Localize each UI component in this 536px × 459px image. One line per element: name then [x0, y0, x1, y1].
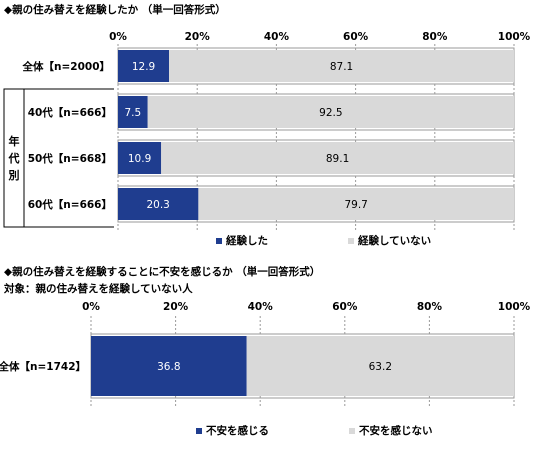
- chart2-legend-label: 不安を感じる: [206, 424, 269, 437]
- chart1-bar-secondary: [198, 188, 514, 220]
- chart1-data-label: 10.9: [128, 153, 151, 165]
- chart1-legend-label: 経験した: [226, 234, 268, 247]
- chart1-data-label: 7.5: [124, 107, 141, 119]
- chart2-legend-swatch: [196, 428, 202, 434]
- chart2-x-tick-label: 20%: [163, 301, 189, 313]
- group-bracket-box: [3, 88, 25, 228]
- chart2-data-label: 36.8: [157, 361, 180, 373]
- chart1-category-label: 全体【n=2000】: [22, 60, 111, 73]
- chart1-data-label: 92.5: [319, 107, 342, 119]
- chart2-x-tick-label: 80%: [417, 301, 443, 313]
- chart1-category-label: 60代【n=666】: [28, 198, 112, 211]
- chart1-legend-swatch: [348, 238, 354, 244]
- chart1-x-tick-label: 80%: [422, 31, 448, 43]
- chart1-x-tick-label: 20%: [185, 31, 211, 43]
- chart2-legend-swatch: [349, 428, 355, 434]
- chart1-data-label: 79.7: [344, 199, 367, 211]
- chart2-bar-secondary: [246, 336, 514, 396]
- chart1-data-label: 20.3: [146, 199, 169, 211]
- chart1-bar-primary: [118, 188, 199, 220]
- chart2-category-label: 全体【n=1742】: [0, 360, 86, 373]
- chart1-data-label: 89.1: [326, 153, 349, 165]
- chart2-x-tick-label: 60%: [332, 301, 358, 313]
- group-label-char: 代: [8, 151, 20, 165]
- chart2-data-label: 63.2: [369, 361, 392, 373]
- chart2-legend-label: 不安を感じない: [359, 424, 433, 437]
- chart2-x-tick-label: 100%: [498, 301, 531, 313]
- group-label-char: 年: [9, 134, 20, 148]
- chart1-data-label: 87.1: [330, 61, 353, 73]
- chart1-legend-label: 経験していない: [358, 234, 431, 247]
- chart2-title: ◆親の住み替えを経験することに不安を感じるか （単一回答形式）: [4, 266, 321, 278]
- chart2-x-tick-label: 0%: [82, 301, 100, 313]
- chart1-bar-primary: [118, 50, 170, 82]
- chart1-x-tick-label: 40%: [264, 31, 290, 43]
- chart1-x-tick-label: 100%: [498, 31, 531, 43]
- chart2-bar-primary: [91, 336, 247, 396]
- chart1-x-tick-label: 60%: [343, 31, 369, 43]
- chart1-bar-primary: [118, 142, 162, 174]
- chart1-legend-swatch: [216, 238, 222, 244]
- chart1-bar-primary: [118, 96, 148, 128]
- chart1-bar-secondary: [161, 142, 514, 174]
- chart1-bar-secondary: [169, 50, 515, 82]
- chart2-subtitle: 対象：親の住み替えを経験していない人: [4, 283, 193, 295]
- chart1-data-label: 12.9: [132, 61, 155, 73]
- chart2-x-tick-label: 40%: [248, 301, 274, 313]
- chart1-title: ◆親の住み替えを経験したか （単一回答形式）: [4, 4, 226, 16]
- group-label-char: 別: [8, 168, 20, 182]
- chart1-x-tick-label: 0%: [109, 31, 127, 43]
- chart1-category-label: 40代【n=666】: [28, 106, 112, 119]
- chart1-category-label: 50代【n=668】: [28, 152, 112, 165]
- chart1-bar-secondary: [147, 96, 514, 128]
